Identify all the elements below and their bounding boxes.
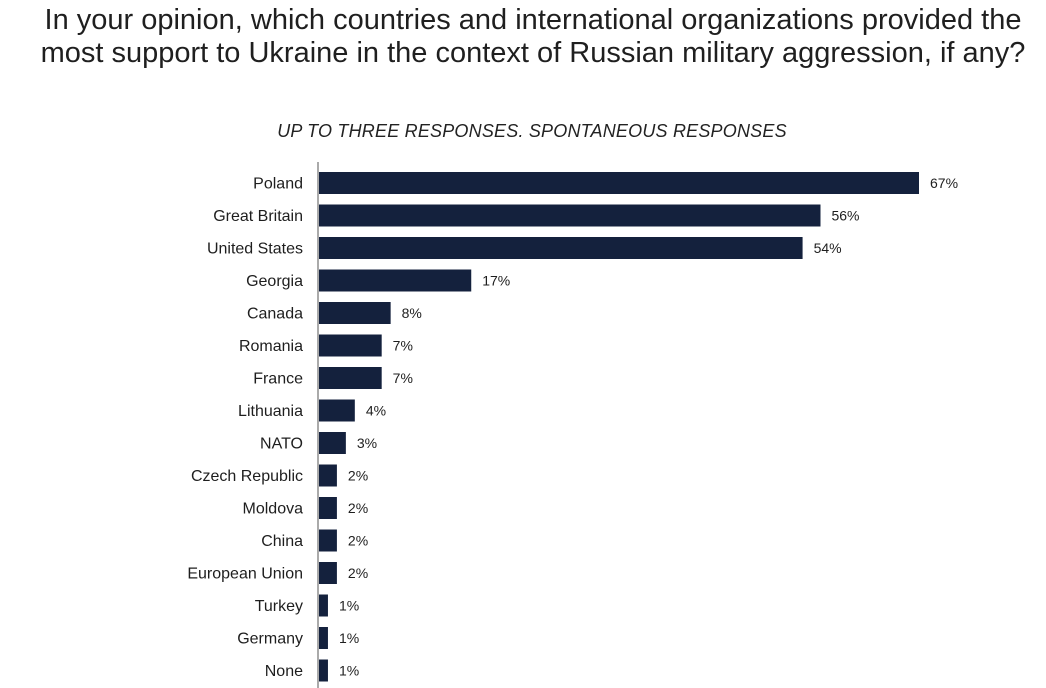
value-label: 2% [348,533,368,549]
category-label: Great Britain [213,208,303,225]
bar [319,367,382,389]
category-label: Czech Republic [191,468,303,485]
bar [319,497,337,519]
value-label: 7% [393,370,413,386]
value-label: 7% [393,338,413,354]
bar [319,204,821,227]
category-label: Poland [253,176,303,193]
value-label: 56% [831,208,859,224]
bar [319,659,328,682]
category-label: Georgia [246,273,303,290]
category-label: None [265,663,303,680]
category-label: China [261,533,303,550]
bar [319,399,355,422]
bar [319,302,391,324]
bar [319,627,328,649]
chart-title: In your opinion, which countries and int… [40,4,1026,69]
category-label: Germany [237,631,303,648]
value-label: 1% [339,598,359,614]
value-label: 1% [339,663,359,679]
category-label: Moldova [243,501,304,518]
bar [319,562,337,584]
value-label: 1% [339,630,359,646]
category-label: NATO [260,436,303,453]
category-label: Canada [247,306,303,323]
bar [319,334,382,357]
category-label: Lithuania [238,403,303,420]
bar [319,464,337,487]
value-label: 4% [366,403,386,419]
value-label: 2% [348,500,368,516]
value-label: 2% [348,468,368,484]
value-label: 54% [814,240,842,256]
category-label: United States [207,241,303,258]
value-label: 2% [348,565,368,581]
chart-subtitle: UP TO THREE RESPONSES. SPONTANEOUS RESPO… [277,121,787,141]
category-label: Romania [239,338,303,355]
bar [319,237,803,259]
value-label: 67% [930,175,958,191]
bar-chart: Poland 67% Great Britain 56% United States 54… [187,162,958,688]
bar [319,432,346,454]
value-label: 3% [357,435,377,451]
bar [319,529,337,552]
bar [319,594,328,617]
category-label: European Union [187,566,303,583]
value-label: 17% [482,273,510,289]
bar [319,172,919,194]
value-label: 8% [402,305,422,321]
category-label: France [253,371,303,388]
category-label: Turkey [255,598,303,615]
bar [319,269,472,292]
